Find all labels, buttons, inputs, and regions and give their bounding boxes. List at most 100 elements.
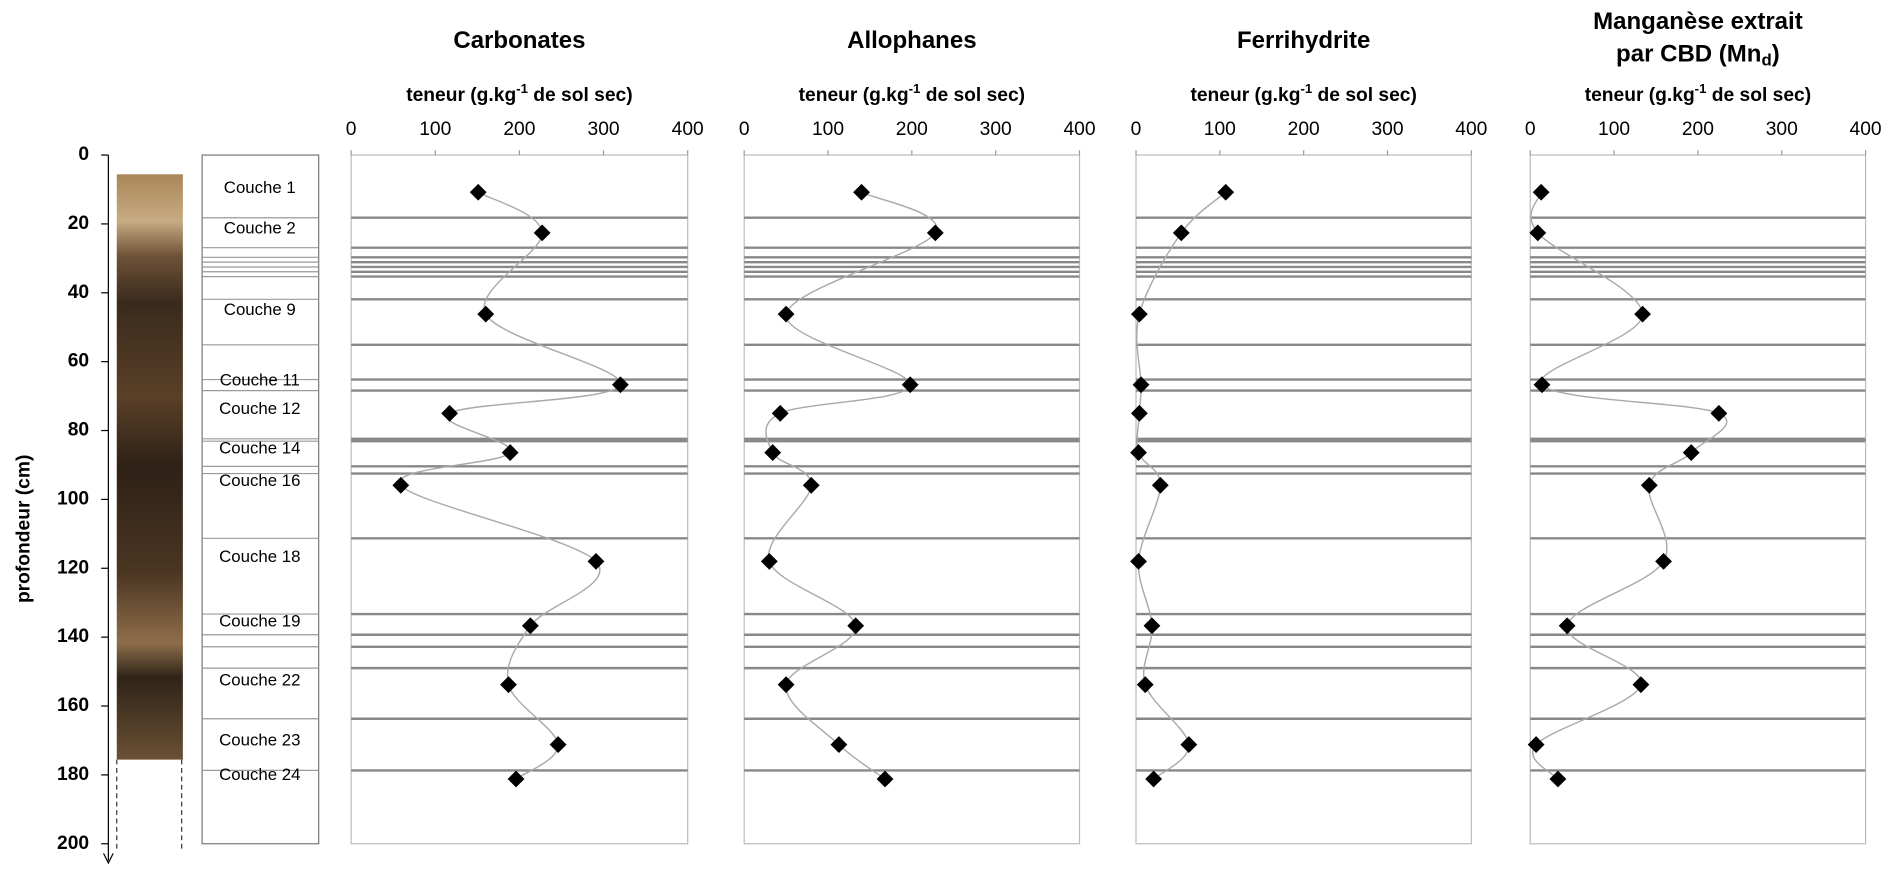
- layer-label: Couche 16: [219, 471, 300, 490]
- x-axis-label: teneur (g.kg-1 de sol sec): [799, 80, 1025, 106]
- layer-label: Couche 2: [224, 219, 296, 238]
- data-point: [1151, 476, 1169, 494]
- data-point: [777, 676, 795, 694]
- data-point: [1710, 404, 1728, 422]
- data-point: [1180, 736, 1198, 753]
- y-tick-label: 80: [68, 420, 89, 441]
- data-point: [1136, 676, 1154, 694]
- layer-label: Couche 1: [224, 178, 296, 197]
- y-tick-label: 160: [57, 695, 89, 716]
- layer-label: Couche 11: [220, 371, 300, 390]
- label-text: de sol sec): [1706, 85, 1811, 106]
- x-tick-label: 0: [1131, 119, 1142, 140]
- x-tick-label: 400: [672, 119, 704, 140]
- data-point: [802, 476, 820, 494]
- layer-label: Couche 9: [224, 300, 296, 319]
- layer-label: Couche 24: [219, 765, 300, 784]
- layer-label: Couche 23: [219, 730, 300, 749]
- data-point: [1217, 183, 1235, 201]
- layer-label: Couche 19: [219, 612, 300, 631]
- x-tick-label: 100: [1598, 119, 1630, 140]
- x-tick-label: 400: [1063, 119, 1095, 140]
- x-tick-label: 0: [346, 119, 357, 140]
- data-point: [1533, 376, 1551, 394]
- data-point: [1640, 476, 1658, 494]
- title-text: Ferrihydrite: [1237, 27, 1370, 54]
- x-axis-label: teneur (g.kg-1 de sol sec): [1190, 80, 1416, 106]
- data-point: [777, 305, 795, 323]
- label-superscript: -1: [1300, 80, 1312, 95]
- x-tick-label: 200: [896, 119, 928, 140]
- x-tick-label: 200: [503, 119, 535, 140]
- layer-column: [201, 154, 320, 845]
- trend-line: [765, 191, 938, 780]
- data-point: [469, 183, 487, 201]
- data-point: [1634, 305, 1651, 323]
- y-tick-label: 120: [57, 557, 89, 578]
- y-tick-label: 20: [68, 213, 89, 234]
- data-point: [876, 770, 894, 788]
- label-superscript: -1: [909, 80, 921, 95]
- data-point: [1558, 617, 1576, 635]
- x-axis-label: teneur (g.kg-1 de sol sec): [406, 80, 632, 106]
- title-text: Manganèse extrait: [1593, 8, 1803, 35]
- label-text: de sol sec): [920, 85, 1025, 106]
- y-tick-label: 100: [57, 488, 89, 509]
- y-tick-label: 180: [57, 764, 89, 785]
- chart-title: Allophanes: [847, 27, 976, 54]
- label-text: teneur (g.kg: [1190, 85, 1300, 106]
- data-point: [1130, 404, 1148, 422]
- trend-line: [1136, 191, 1227, 780]
- x-tick-label: 300: [1371, 119, 1403, 140]
- x-tick-label: 200: [1288, 119, 1320, 140]
- data-point: [477, 305, 495, 323]
- data-point: [549, 736, 567, 753]
- data-point: [764, 444, 782, 461]
- label-text: de sol sec): [528, 85, 633, 106]
- x-tick-label: 100: [1204, 119, 1236, 140]
- x-tick-label: 300: [1766, 119, 1798, 140]
- data-point: [521, 617, 539, 635]
- data-point: [501, 444, 519, 461]
- label-superscript: -1: [516, 80, 528, 95]
- label-text: de sol sec): [1312, 85, 1417, 106]
- data-point: [830, 736, 848, 753]
- y-tick-label: 200: [57, 833, 89, 854]
- y-tick-label: 140: [57, 626, 89, 647]
- data-point: [1130, 444, 1147, 461]
- x-axis-label: teneur (g.kg-1 de sol sec): [1585, 80, 1811, 106]
- data-point: [441, 404, 458, 422]
- data-point: [901, 376, 919, 394]
- x-tick-label: 300: [588, 119, 620, 140]
- data-point: [760, 552, 778, 570]
- data-point: [1130, 552, 1147, 570]
- layer-label: Couche 14: [219, 438, 300, 457]
- x-tick-label: 100: [419, 119, 451, 140]
- data-point: [1145, 770, 1163, 788]
- x-tick-label: 400: [1850, 119, 1882, 140]
- data-point: [507, 770, 525, 788]
- data-point: [500, 676, 517, 694]
- x-tick-label: 200: [1682, 119, 1714, 140]
- label-text: teneur (g.kg: [406, 85, 516, 106]
- chart-title: par CBD (Mnd): [1616, 41, 1780, 70]
- data-point: [611, 376, 629, 394]
- title-suffix: ): [1772, 41, 1780, 68]
- data-point: [1632, 676, 1650, 694]
- title-subscript: d: [1761, 51, 1771, 70]
- data-point: [1172, 224, 1190, 242]
- title-text: Carbonates: [453, 27, 585, 54]
- data-point: [853, 183, 870, 201]
- data-point: [392, 476, 410, 494]
- x-tick-label: 400: [1455, 119, 1487, 140]
- label-text: teneur (g.kg: [1585, 85, 1695, 106]
- title-text: Allophanes: [847, 27, 976, 54]
- title-text: par CBD (Mn: [1616, 41, 1761, 68]
- axis-arrow: [103, 853, 114, 865]
- data-point: [533, 224, 551, 242]
- x-tick-label: 0: [739, 119, 750, 140]
- data-point: [847, 617, 865, 635]
- y-tick-label: 40: [68, 282, 89, 303]
- data-point: [1527, 736, 1545, 753]
